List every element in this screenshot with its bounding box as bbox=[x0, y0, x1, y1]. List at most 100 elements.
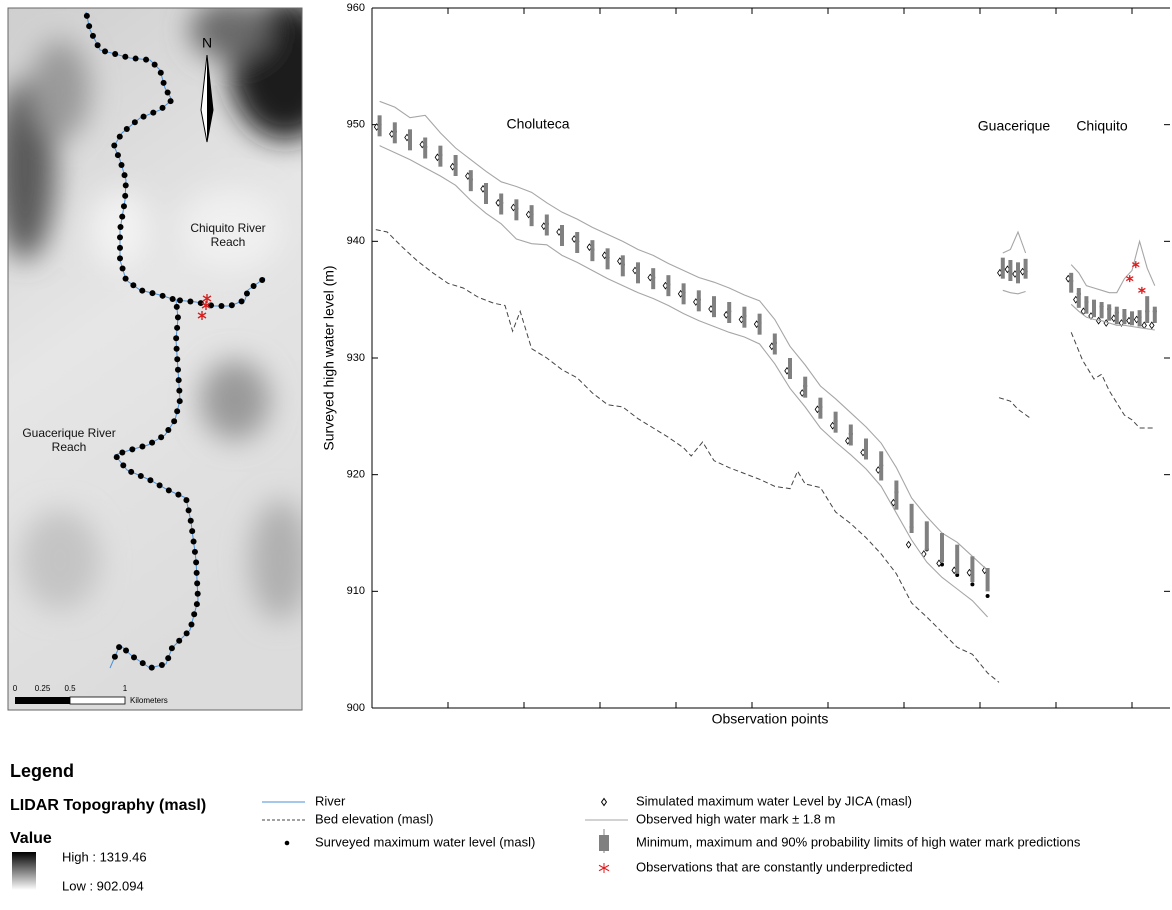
legend-label: Simulated maximum water Level by JICA (m… bbox=[636, 793, 912, 808]
legend-label: Surveyed maximum water level (masl) bbox=[315, 834, 535, 849]
reach-label: Chiquito bbox=[1076, 118, 1128, 134]
prediction-box bbox=[1008, 260, 1012, 281]
prediction-box bbox=[651, 268, 655, 289]
north-label: N bbox=[202, 35, 212, 51]
observation-dot bbox=[191, 611, 197, 617]
legend-label: Observed high water mark ± 1.8 m bbox=[636, 811, 835, 826]
plot: 900910920930940950960Surveyed high water… bbox=[321, 2, 1170, 727]
observation-dot bbox=[194, 580, 200, 586]
prediction-box bbox=[1084, 296, 1088, 314]
observation-dot bbox=[118, 224, 124, 230]
observation-dot bbox=[165, 655, 171, 661]
simulated-point bbox=[1142, 322, 1146, 328]
value-label: Value bbox=[10, 830, 52, 847]
observation-dot bbox=[122, 193, 128, 199]
observation-dot bbox=[174, 325, 180, 331]
observation-dot bbox=[158, 434, 164, 440]
observation-dot bbox=[139, 288, 145, 294]
observation-dot bbox=[183, 497, 189, 503]
observation-dot bbox=[141, 114, 147, 120]
observation-dot bbox=[102, 48, 108, 54]
prediction-box bbox=[1077, 288, 1081, 308]
observation-dot bbox=[194, 570, 200, 576]
observation-dot bbox=[157, 482, 163, 488]
chart-legend: Bed elevation (masl)Surveyed maximum wat… bbox=[262, 793, 1081, 874]
map-label: Guacerique River Reach bbox=[14, 426, 124, 454]
prediction-box bbox=[484, 183, 488, 204]
legend-label: Observations that are constantly underpr… bbox=[636, 859, 913, 874]
observation-dot bbox=[161, 80, 167, 86]
prediction-box bbox=[560, 225, 564, 246]
observation-dot bbox=[229, 302, 235, 308]
prediction-box bbox=[697, 290, 701, 311]
observation-dot bbox=[171, 418, 177, 424]
prediction-box bbox=[712, 296, 716, 317]
prediction-box bbox=[940, 533, 944, 562]
observation-dot bbox=[169, 645, 175, 651]
observation-dot bbox=[123, 182, 129, 188]
observation-dot bbox=[259, 277, 265, 283]
prediction-box bbox=[788, 358, 792, 379]
y-tick-label: 920 bbox=[347, 469, 365, 481]
observation-dot bbox=[170, 296, 176, 302]
prediction-box bbox=[1138, 310, 1142, 326]
observation-dot bbox=[244, 290, 250, 296]
observation-dot bbox=[120, 462, 126, 468]
prediction-box bbox=[408, 129, 412, 150]
prediction-box bbox=[393, 122, 397, 143]
observation-dot bbox=[175, 492, 181, 498]
prediction-box bbox=[682, 283, 686, 304]
prediction-box bbox=[742, 307, 746, 328]
prediction-box bbox=[606, 248, 610, 269]
observation-dot bbox=[175, 314, 181, 320]
observation-dot bbox=[139, 444, 145, 450]
y-tick-label: 940 bbox=[347, 235, 365, 247]
prediction-box bbox=[423, 138, 427, 159]
observation-dot bbox=[129, 446, 135, 452]
observation-dot bbox=[149, 665, 155, 671]
y-tick-label: 930 bbox=[347, 352, 365, 364]
prediction-box bbox=[1153, 307, 1157, 323]
prediction-box bbox=[469, 170, 473, 191]
prediction-box bbox=[1024, 259, 1028, 279]
observation-dot bbox=[119, 214, 125, 220]
observation-dot bbox=[117, 234, 123, 240]
observation-dot bbox=[189, 528, 195, 534]
observation-dot bbox=[122, 172, 128, 178]
observation-dot bbox=[132, 119, 138, 125]
y-tick-label: 960 bbox=[347, 2, 365, 14]
legend-symbol bbox=[602, 799, 607, 806]
observation-dot bbox=[90, 33, 96, 39]
prediction-box bbox=[925, 521, 929, 550]
scale-tick-label: 0.5 bbox=[64, 684, 76, 693]
prediction-box bbox=[955, 545, 959, 574]
observation-dot bbox=[160, 293, 166, 299]
observation-dot bbox=[140, 660, 146, 666]
prediction-box bbox=[514, 199, 518, 220]
prediction-box bbox=[1016, 262, 1020, 283]
legend-label: Minimum, maximum and 90% probability lim… bbox=[636, 834, 1081, 849]
observation-dot bbox=[112, 51, 118, 57]
observation-dot bbox=[112, 654, 118, 660]
prediction-box bbox=[621, 255, 625, 276]
prediction-box bbox=[545, 215, 549, 236]
prediction-box bbox=[849, 425, 853, 446]
prediction-box bbox=[454, 155, 458, 176]
prediction-box bbox=[636, 262, 640, 283]
prediction-box bbox=[803, 377, 807, 398]
observation-dot bbox=[117, 245, 123, 251]
prediction-box bbox=[1001, 258, 1005, 279]
observation-dot bbox=[130, 282, 136, 288]
simulated-point bbox=[906, 541, 910, 547]
observation-dot bbox=[176, 377, 182, 383]
prediction-box bbox=[1092, 300, 1096, 318]
prediction-box bbox=[438, 146, 442, 167]
surveyed-point bbox=[986, 594, 990, 598]
legend-symbol bbox=[285, 841, 290, 846]
simulated-point bbox=[1150, 322, 1154, 328]
observation-dot bbox=[121, 203, 127, 209]
prediction-box bbox=[864, 439, 868, 460]
map-label: Chiquito River Reach bbox=[178, 221, 278, 249]
observation-dot bbox=[147, 477, 153, 483]
river-legend: River bbox=[315, 793, 346, 808]
